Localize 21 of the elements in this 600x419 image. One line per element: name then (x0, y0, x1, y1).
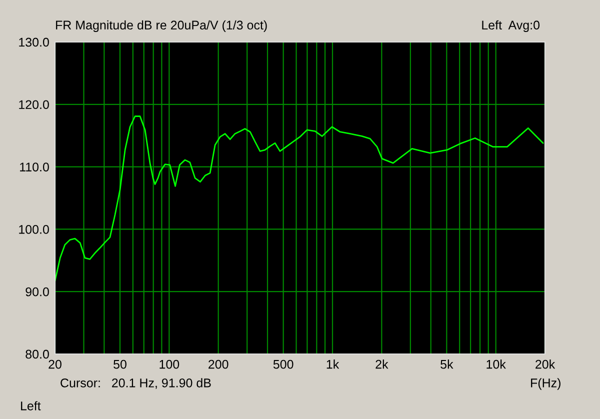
x-tick-label: 50 (114, 360, 126, 369)
x-tick-label: 20 (48, 360, 62, 369)
y-tick-label: 90.0 (26, 287, 49, 296)
x-tick-label: 200 (208, 360, 228, 369)
text: Cursor: 20.1 Hz, 91.90 dB (60, 378, 211, 389)
x-axis-title: F(Hz) (531, 378, 560, 390)
x-tick-label: 5k (440, 360, 454, 369)
chart-title: FR Magnitude dB re 20uPa/V (1/3 oct) (56, 20, 267, 32)
x-tick-label: 20k (536, 360, 556, 369)
x-tick-label: 100 (160, 360, 180, 369)
y-tick-label: 80.0 (26, 350, 49, 359)
x-tick-label: 2k (376, 360, 388, 369)
text: Left (21, 401, 41, 410)
y-tick-label: 130.0 (19, 38, 49, 47)
x-tick-label: 500 (273, 360, 294, 369)
y-tick-label: 100.0 (19, 225, 49, 234)
y-tick-label: 110.0 (20, 162, 49, 172)
y-tick-label: 120.0 (19, 100, 49, 110)
x-tick-label: 10k (486, 360, 506, 369)
x-tick-label: 1k (326, 360, 340, 369)
text: Left Avg:0 (482, 20, 540, 32)
